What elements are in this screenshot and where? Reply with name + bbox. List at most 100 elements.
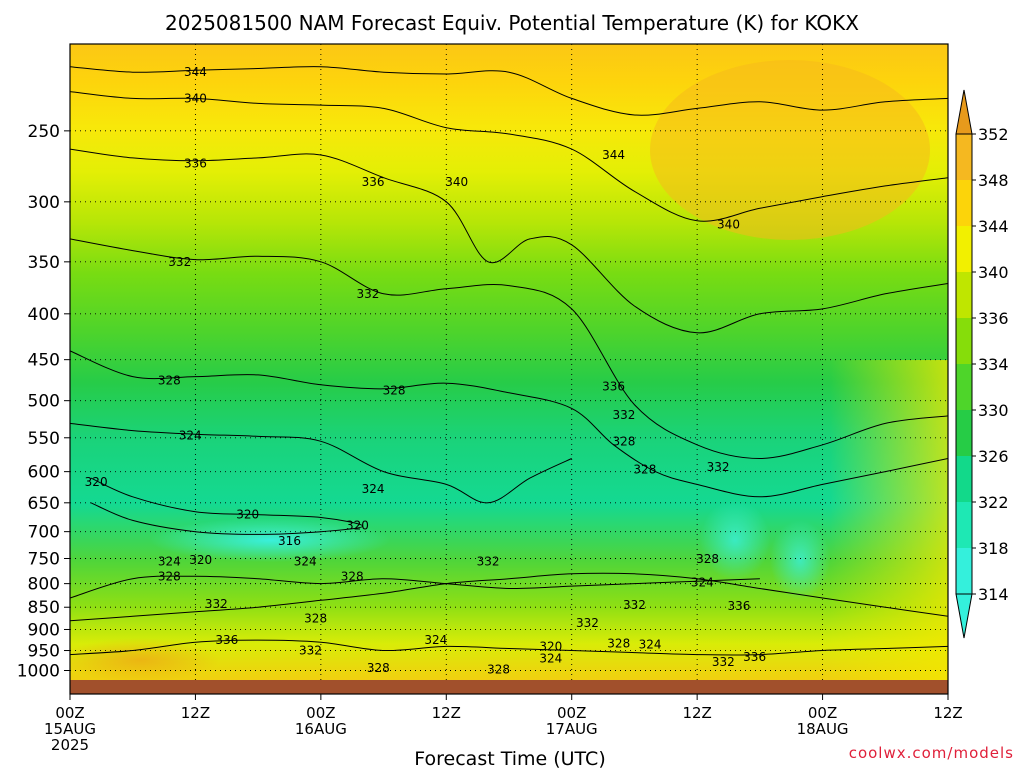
contour-label-0: 344 — [184, 65, 207, 79]
y-tick-label-650: 650 — [28, 494, 60, 514]
x-tick-label-48-1: 00Z — [557, 704, 586, 722]
contour-label-36: 324 — [424, 633, 447, 647]
contour-label-25: 332 — [477, 555, 500, 569]
colorbar-label-330: 330 — [978, 401, 1009, 420]
colorbar-label-352: 352 — [978, 125, 1009, 144]
x-axis-label: Forecast Time (UTC) — [414, 748, 605, 768]
contour-label-39: 324 — [639, 637, 662, 651]
contour-label-7: 332 — [168, 255, 191, 269]
y-tick-label-450: 450 — [28, 351, 60, 371]
x-tick-label-36-1: 12Z — [432, 704, 461, 722]
y-tick-label-600: 600 — [28, 463, 60, 483]
colorbar-label-344: 344 — [978, 217, 1009, 236]
y-tick-label-250: 250 — [28, 122, 60, 142]
colorbar-swatch-6 — [956, 410, 972, 456]
warm-right-region — [830, 360, 948, 682]
isentrope-328-4 — [70, 350, 948, 498]
isentropes — [70, 66, 948, 656]
chart-title: 2025081500 NAM Forecast Equiv. Potential… — [165, 11, 859, 35]
ground-strip — [70, 680, 948, 694]
colorbar-label-336: 336 — [978, 309, 1009, 328]
plot-area: 344 340 336 336 340 344 340 332 332 328 328 336 332 3… — [70, 44, 948, 682]
y-tick-label-500: 500 — [28, 392, 60, 412]
contour-label-37: 320 — [539, 639, 562, 653]
colorbar-swatch-9 — [956, 548, 972, 594]
contour-label-26: 328 — [158, 569, 181, 583]
cyan-core-18aug — [770, 520, 830, 600]
contour-label-33: 328 — [304, 612, 327, 626]
y-tick-label-550: 550 — [28, 429, 60, 449]
contour-labels: 344 340 336 336 340 344 340 332 332 328 328 336 332 3… — [85, 65, 766, 676]
contour-label-29: 324 — [691, 576, 714, 590]
colorbar-label-314: 314 — [978, 585, 1009, 604]
contour-label-44: 328 — [367, 661, 390, 675]
contour-label-27: 328 — [341, 569, 364, 583]
contour-label-22: 320 — [189, 553, 212, 567]
contour-label-28: 328 — [696, 552, 719, 566]
colorbar-top-arrow — [955, 89, 973, 135]
x-tick-label-24-2: 16AUG — [295, 720, 347, 738]
colorbar-label-318: 318 — [978, 539, 1009, 558]
isentrope-336-9 — [70, 639, 948, 656]
contour-label-14: 328 — [613, 434, 636, 448]
x-tick-label-84-1: 12Z — [933, 704, 962, 722]
contour-label-31: 332 — [623, 598, 646, 612]
contour-label-18: 324 — [362, 482, 385, 496]
contour-label-8: 332 — [356, 287, 379, 301]
contour-label-17: 320 — [85, 475, 108, 489]
contour-label-3: 336 — [362, 175, 385, 189]
contour-label-38: 328 — [607, 636, 630, 650]
contour-label-13: 324 — [179, 429, 202, 443]
contour-label-20: 320 — [346, 518, 369, 532]
y-tick-label-350: 350 — [28, 253, 60, 273]
colorbar-swatch-2 — [956, 226, 972, 272]
colorbar-label-340: 340 — [978, 263, 1009, 282]
colorbar-swatch-8 — [956, 502, 972, 548]
isentrope-332-3 — [70, 238, 948, 460]
colorbar-label-348: 348 — [978, 171, 1009, 190]
y-tick-label-300: 300 — [28, 193, 60, 213]
colorbar-label-326: 326 — [978, 447, 1009, 466]
contour-label-1: 340 — [184, 91, 207, 105]
cyan-core-16aug — [150, 518, 390, 562]
contour-label-32: 336 — [727, 599, 750, 613]
contour-label-15: 328 — [633, 463, 656, 477]
colorbar-label-334: 334 — [978, 355, 1009, 374]
contour-label-11: 336 — [602, 379, 625, 393]
contour-label-12: 332 — [613, 408, 636, 422]
contour-label-40: 332 — [299, 644, 322, 658]
colorbar-swatch-7 — [956, 456, 972, 502]
warm-upper-right-region — [650, 60, 930, 240]
x-tick-label-72-2: 18AUG — [797, 720, 849, 738]
y-tick-label-1000: 1000 — [17, 661, 60, 681]
x-tick-label-48-2: 17AUG — [546, 720, 598, 738]
contour-label-42: 336 — [743, 650, 766, 664]
contour-label-45: 328 — [487, 662, 510, 676]
y-tick-label-900: 900 — [28, 620, 60, 640]
cyan-core-17aug — [700, 500, 770, 580]
contour-label-41: 324 — [539, 652, 562, 666]
contour-label-43: 332 — [712, 655, 735, 669]
contour-label-30: 332 — [205, 597, 228, 611]
y-tick-label-700: 700 — [28, 523, 60, 543]
y-tick-label-800: 800 — [28, 575, 60, 595]
isentrope-320-6 — [90, 477, 364, 535]
y-tick-label-400: 400 — [28, 305, 60, 325]
contour-label-19: 320 — [236, 508, 259, 522]
contour-label-9: 328 — [158, 374, 181, 388]
x-tick-label-24-1: 00Z — [306, 704, 335, 722]
contour-label-21: 316 — [278, 534, 301, 548]
x-tick-label-0-1: 00Z — [55, 704, 84, 722]
isentrope-332-7 — [70, 572, 948, 622]
x-tick-label-12-1: 12Z — [181, 704, 210, 722]
colorbar-swatch-3 — [956, 272, 972, 318]
credit-text: coolwx.com/models — [849, 744, 1014, 762]
x-tick-label-72-1: 00Z — [808, 704, 837, 722]
warm-low-left-region — [70, 638, 220, 682]
y-tick-label-850: 850 — [28, 598, 60, 618]
colorbar-swatch-0 — [956, 134, 972, 180]
plot-frame — [69, 43, 949, 695]
x-tick-label-0-2: 15AUG — [44, 720, 96, 738]
contour-label-2: 336 — [184, 157, 207, 171]
